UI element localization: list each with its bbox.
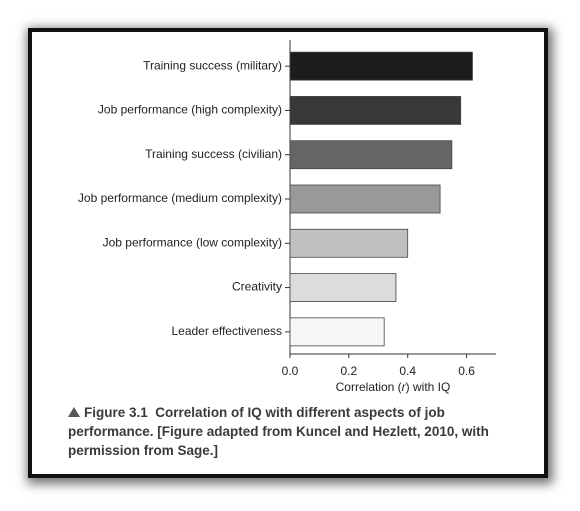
x-tick-label: 0.4 bbox=[399, 364, 416, 378]
x-tick-label: 0.0 bbox=[282, 364, 299, 378]
x-axis-label-part: r bbox=[402, 380, 407, 394]
bar bbox=[289, 273, 397, 302]
bar bbox=[289, 140, 453, 170]
y-tick-label: Training success (military) bbox=[143, 58, 282, 72]
figure-frame bbox=[28, 28, 548, 478]
bar bbox=[289, 96, 462, 125]
bar bbox=[289, 228, 409, 258]
x-axis-label: Correlation (r) with IQ bbox=[336, 380, 451, 394]
caption-label: Figure 3.1 bbox=[84, 405, 148, 420]
x-tick-label: 0.2 bbox=[341, 364, 358, 378]
triangle-icon bbox=[68, 407, 80, 417]
bar bbox=[289, 317, 385, 347]
y-tick-label: Training success (civilian) bbox=[145, 147, 282, 161]
y-tick-label: Job performance (medium complexity) bbox=[78, 191, 282, 205]
x-axis-label-part: Correlation ( bbox=[336, 380, 402, 394]
y-tick-label: Creativity bbox=[232, 280, 282, 294]
caption-text: Correlation of IQ with different aspects… bbox=[68, 405, 489, 458]
y-tick-label: Leader effectiveness bbox=[171, 324, 282, 338]
bar bbox=[289, 51, 473, 81]
y-tick-label: Job performance (high complexity) bbox=[98, 103, 282, 117]
bar bbox=[289, 184, 441, 214]
x-tick-label: 0.6 bbox=[458, 364, 475, 378]
x-axis-label-part: ) with IQ bbox=[406, 380, 451, 394]
y-tick-label: Job performance (low complexity) bbox=[103, 235, 282, 249]
caption: Figure 3.1 Correlation of IQ with differ… bbox=[68, 403, 513, 460]
